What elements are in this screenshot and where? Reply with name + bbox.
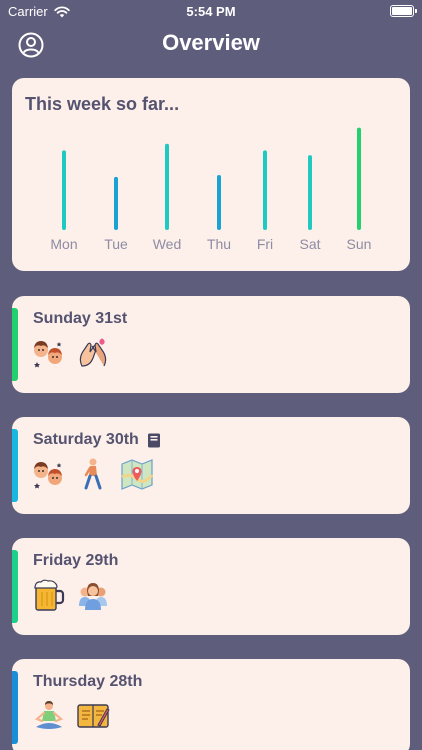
day-card[interactable]: Friday 29th xyxy=(12,538,410,635)
day-title-row: Friday 29th xyxy=(33,552,118,570)
walking-icon xyxy=(84,458,102,490)
carrier: Carrier xyxy=(8,4,70,19)
week-summary-card[interactable]: Mon Tue Wed Thu Fri Sat Sun This week so far..… xyxy=(12,78,410,271)
tick-label-wed: Wed xyxy=(153,236,182,252)
profile-icon[interactable] xyxy=(18,32,44,58)
tick-label-fri: Fri xyxy=(257,236,273,252)
day-title-row: Thursday 28th xyxy=(33,673,142,691)
carrier-label: Carrier xyxy=(8,4,48,19)
day-title-row: Saturday 30th xyxy=(33,431,161,449)
tick-label-sat: Sat xyxy=(299,236,320,252)
mood-accent-bar xyxy=(12,671,18,744)
day-title: Sunday 31st xyxy=(33,310,128,327)
tick-label-sun: Sun xyxy=(347,236,372,252)
meditation-icon xyxy=(34,701,64,729)
activity-icons xyxy=(32,457,154,491)
wifi-icon xyxy=(54,5,70,17)
tick-label-tue: Tue xyxy=(104,236,128,252)
friends-icon xyxy=(34,341,62,368)
day-card[interactable]: Thursday 28th xyxy=(12,659,410,750)
tick-label-thu: Thu xyxy=(207,236,231,252)
day-title-row: Sunday 31st xyxy=(33,310,127,328)
mood-accent-bar xyxy=(12,429,18,502)
status-time: 5:54 PM xyxy=(186,4,236,19)
day-card[interactable]: Saturday 30th xyxy=(12,417,410,514)
week-heading: This week so far... xyxy=(25,94,180,114)
journal-icon xyxy=(77,704,110,728)
nav-bar: Overview xyxy=(0,24,422,64)
note-book-icon xyxy=(147,433,161,448)
day-title: Saturday 30th xyxy=(33,431,139,448)
day-title: Thursday 28th xyxy=(33,673,143,690)
group-icon xyxy=(79,583,107,610)
status-bar: Carrier 5:54 PM xyxy=(0,0,422,22)
map-icon xyxy=(121,459,154,490)
tick-label-mon: Mon xyxy=(50,236,77,252)
activity-icons xyxy=(32,578,110,612)
activity-icons xyxy=(32,699,110,733)
beer-icon xyxy=(34,579,65,611)
high-five-icon xyxy=(79,338,107,367)
week-chart: Mon Tue Wed Thu Fri Sat Sun xyxy=(50,127,372,252)
battery-icon xyxy=(390,5,417,17)
day-card[interactable]: Sunday 31st xyxy=(12,296,410,393)
page-title: Overview xyxy=(162,30,260,55)
mood-accent-bar xyxy=(12,308,18,381)
friends-icon xyxy=(34,462,62,489)
day-title: Friday 29th xyxy=(33,552,119,569)
mood-accent-bar xyxy=(12,550,18,623)
activity-icons xyxy=(32,336,110,370)
